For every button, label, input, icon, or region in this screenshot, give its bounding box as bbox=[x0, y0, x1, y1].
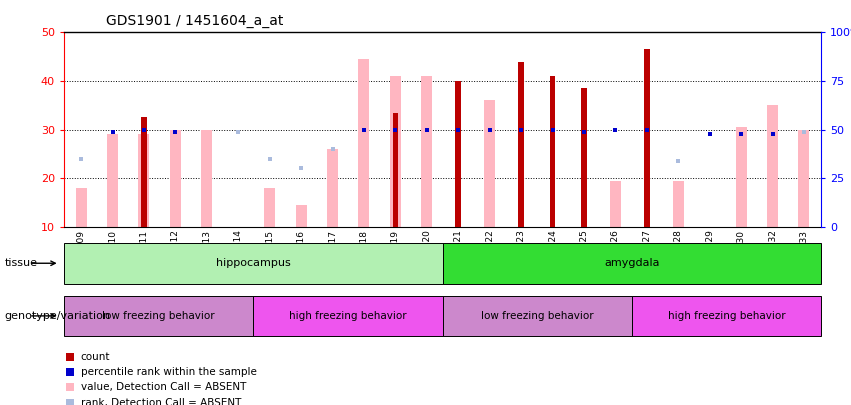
Bar bbox=[767, 105, 778, 227]
Text: amygdala: amygdala bbox=[604, 258, 660, 268]
Bar bbox=[644, 49, 649, 227]
Bar bbox=[64, 296, 253, 336]
Bar bbox=[421, 76, 432, 227]
Text: count: count bbox=[81, 352, 111, 362]
Bar bbox=[455, 81, 461, 227]
Bar bbox=[581, 88, 587, 227]
Bar bbox=[631, 296, 821, 336]
Bar bbox=[139, 134, 150, 227]
Bar bbox=[327, 149, 338, 227]
Bar bbox=[735, 127, 746, 227]
Text: genotype/variation: genotype/variation bbox=[4, 311, 111, 321]
Bar bbox=[141, 117, 146, 227]
Bar bbox=[798, 130, 809, 227]
Text: high freezing behavior: high freezing behavior bbox=[668, 311, 785, 321]
Text: GDS1901 / 1451604_a_at: GDS1901 / 1451604_a_at bbox=[106, 14, 283, 28]
Text: tissue: tissue bbox=[4, 258, 37, 268]
Bar bbox=[518, 62, 524, 227]
Text: rank, Detection Call = ABSENT: rank, Detection Call = ABSENT bbox=[81, 398, 241, 405]
Bar bbox=[76, 188, 87, 227]
Bar bbox=[202, 130, 212, 227]
Text: percentile rank within the sample: percentile rank within the sample bbox=[81, 367, 257, 377]
Bar bbox=[253, 296, 443, 336]
Bar bbox=[358, 59, 369, 227]
Text: hippocampus: hippocampus bbox=[216, 258, 290, 268]
Bar bbox=[107, 134, 118, 227]
Bar bbox=[484, 100, 495, 227]
Bar bbox=[443, 296, 631, 336]
Bar bbox=[295, 205, 306, 227]
Text: low freezing behavior: low freezing behavior bbox=[102, 311, 214, 321]
Text: high freezing behavior: high freezing behavior bbox=[289, 311, 407, 321]
Bar bbox=[64, 243, 443, 284]
Text: value, Detection Call = ABSENT: value, Detection Call = ABSENT bbox=[81, 382, 246, 392]
Bar bbox=[390, 76, 401, 227]
Bar bbox=[673, 181, 683, 227]
Bar bbox=[264, 188, 275, 227]
Bar bbox=[392, 113, 398, 227]
Bar bbox=[170, 130, 181, 227]
Text: low freezing behavior: low freezing behavior bbox=[481, 311, 593, 321]
Bar bbox=[443, 243, 821, 284]
Bar bbox=[550, 76, 556, 227]
Bar bbox=[610, 181, 621, 227]
